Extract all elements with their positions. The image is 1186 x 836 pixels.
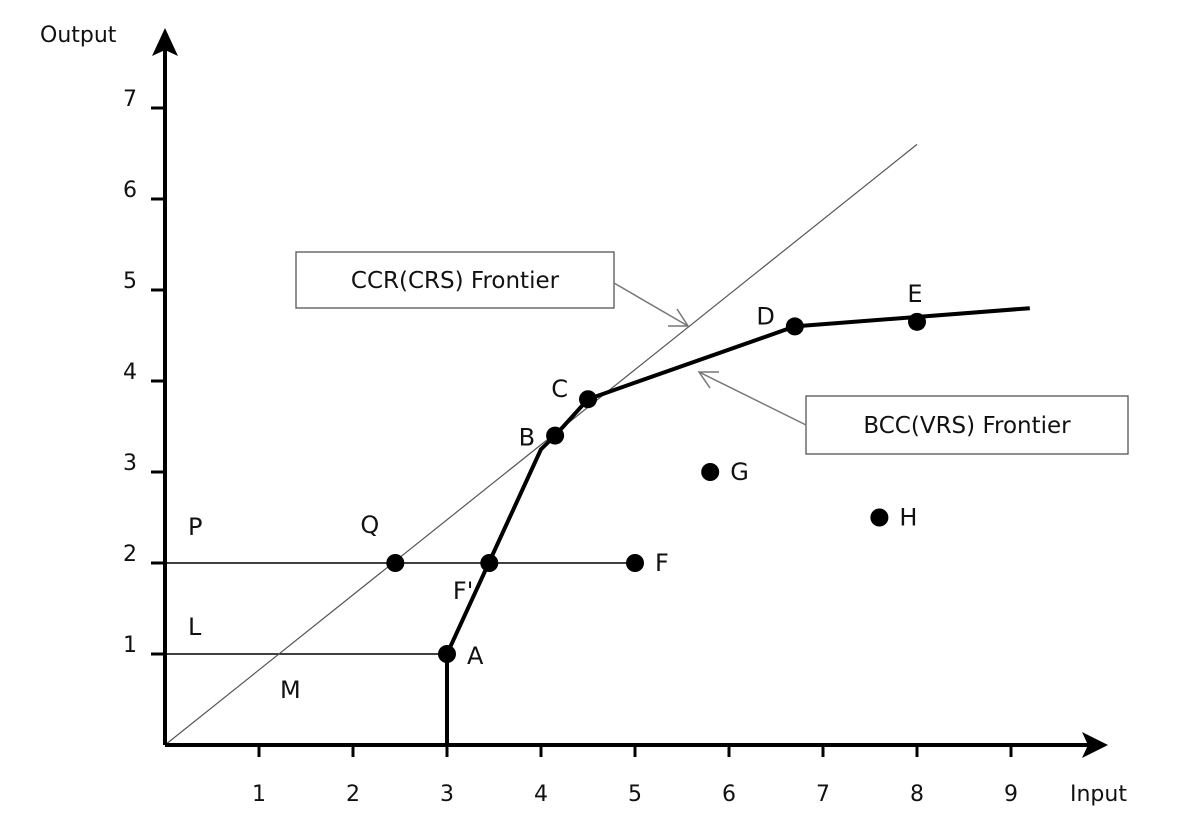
bcc-callout: BCC(VRS) Frontier: [697, 371, 1129, 455]
ccr-callout-pointer: [613, 282, 689, 327]
x-tick-label-8: 8: [910, 782, 924, 807]
region-label-l: L: [188, 613, 202, 641]
x-tick-label-2: 2: [346, 782, 360, 807]
bcc-callout-pointer: [698, 371, 807, 426]
point-label-h: H: [899, 504, 917, 532]
point-label-g: G: [730, 458, 749, 486]
ccr-callout-arrow-icon: [668, 308, 690, 327]
y-tick-label-7: 7: [123, 87, 137, 112]
bcc-callout-label: BCC(VRS) Frontier: [863, 413, 1071, 439]
y-tick-label-1: 1: [123, 633, 137, 658]
point-label-e: E: [907, 280, 922, 308]
x-tick-label-7: 7: [816, 782, 830, 807]
x-tick-label-4: 4: [534, 782, 548, 807]
x-tick-label-9: 9: [1004, 782, 1018, 807]
region-labels: P L M: [188, 513, 301, 704]
point-label-b: B: [519, 424, 535, 452]
ccr-callout-box: [295, 251, 615, 309]
reference-lines: [165, 562, 635, 655]
y-tick-label-5: 5: [123, 269, 137, 294]
bcc-frontier-line: [445, 306, 1030, 745]
point-label-c: C: [551, 375, 568, 403]
x-tick-label-5: 5: [628, 782, 642, 807]
region-label-m: M: [280, 676, 301, 704]
point-label-d: D: [756, 302, 774, 330]
point-c: [579, 390, 597, 409]
y-tick-label-2: 2: [123, 542, 137, 567]
point-label-f: F: [655, 549, 669, 577]
axes: [152, 28, 1108, 758]
point-fprime: [480, 554, 499, 572]
y-axis-title: Output: [40, 23, 117, 48]
ccr-callout-label: CCR(CRS) Frontier: [351, 268, 560, 294]
y-ticks: 1 2 3 4 5 6 7: [123, 87, 165, 658]
point-f: [626, 554, 644, 572]
ccr-callout: CCR(CRS) Frontier: [295, 251, 690, 327]
point-label-a: A: [467, 642, 484, 670]
point-label-q: Q: [360, 511, 379, 539]
point-g: [701, 463, 720, 481]
y-tick-label-6: 6: [123, 178, 137, 203]
data-points: A BC D E F F' G H Q: [360, 280, 926, 670]
y-tick-label-3: 3: [123, 451, 137, 476]
point-d: [785, 317, 804, 336]
point-a: [438, 645, 456, 663]
point-q: [386, 554, 405, 572]
ccr-frontier: [164, 143, 918, 746]
x-ticks: 1 2 3 4 5 6 7 8 9: [252, 745, 1018, 807]
point-label-fprime: F': [453, 577, 473, 605]
y-tick-label-4: 4: [123, 360, 137, 385]
point-b: [546, 426, 565, 445]
x-tick-label-1: 1: [252, 782, 266, 807]
ccr-frontier-line: [164, 143, 918, 746]
x-tick-label-3: 3: [440, 782, 454, 807]
y-axis-arrow-icon: [152, 28, 178, 56]
bcc-frontier: [445, 306, 1030, 745]
x-tick-label-6: 6: [722, 782, 736, 807]
x-axis-arrow-icon: [1082, 732, 1108, 758]
region-label-p: P: [188, 513, 202, 541]
point-h: [870, 508, 889, 527]
x-axis-title: Input: [1070, 782, 1127, 807]
point-e: [908, 312, 926, 331]
bcc-callout-arrow-icon: [697, 371, 719, 389]
